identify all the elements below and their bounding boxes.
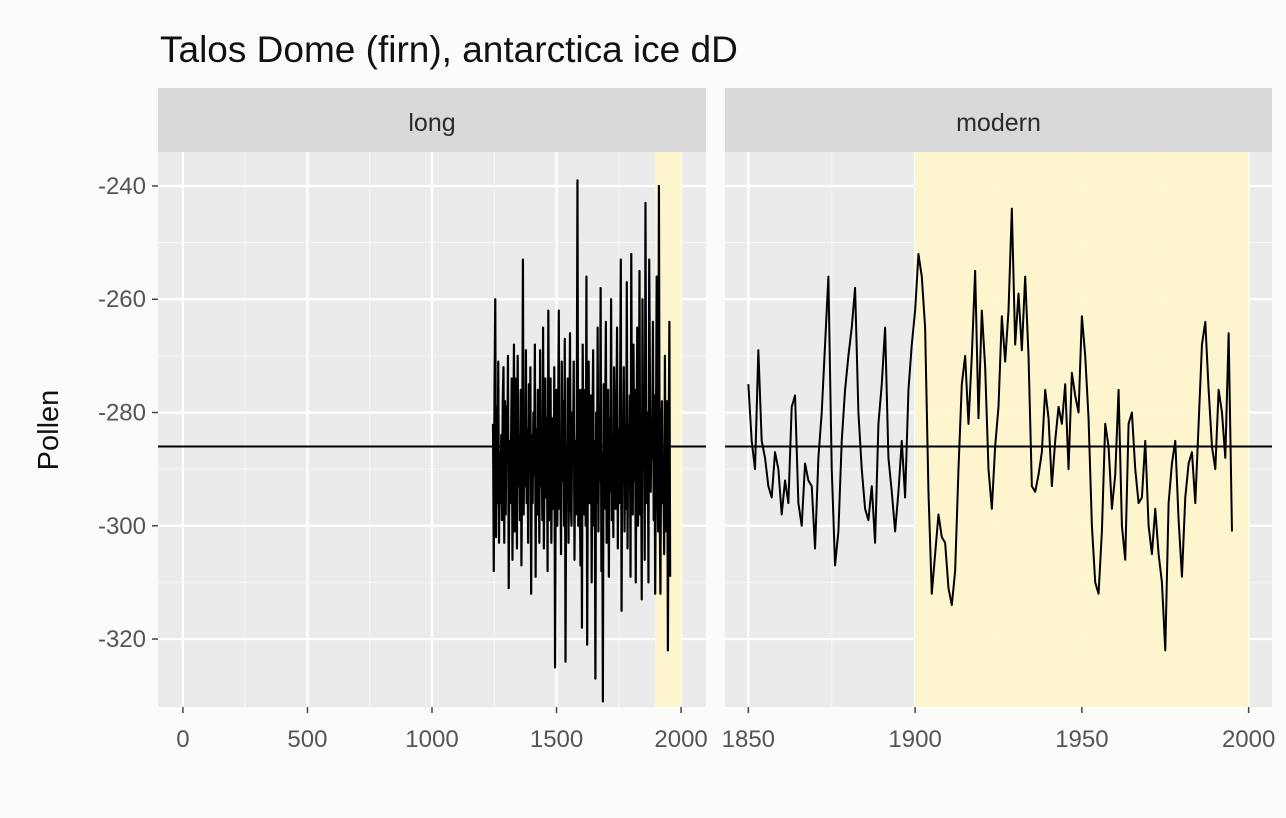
panel-modern: modern 1850 1900 1950 2000 bbox=[722, 88, 1275, 753]
y-tick-label: -240 bbox=[98, 173, 146, 200]
x-tick-label: 1900 bbox=[888, 726, 941, 753]
y-tick-label: -320 bbox=[98, 626, 146, 653]
x-tick-label: 1950 bbox=[1055, 726, 1108, 753]
panel-long: long 0 500 1000 1500 2000 bbox=[158, 88, 708, 753]
highlight-region bbox=[915, 152, 1249, 707]
x-tick-label: 2000 bbox=[654, 726, 707, 753]
series-line bbox=[747, 207, 1233, 652]
x-tick-label: 1500 bbox=[530, 726, 583, 753]
facet-strip-label: modern bbox=[956, 109, 1041, 137]
y-tick-label: -260 bbox=[98, 286, 146, 313]
y-tick-label: -280 bbox=[98, 400, 146, 427]
chart-title: Talos Dome (firn), antarctica ice dD bbox=[160, 29, 738, 70]
x-tick-label: 2000 bbox=[1222, 726, 1275, 753]
facet-panels: -240 -260 -280 -300 -320 long 0 500 1000 1500 2000… bbox=[98, 88, 1275, 753]
x-tick-label: 1850 bbox=[722, 726, 775, 753]
facet-strip bbox=[158, 88, 706, 152]
x-tick-label: 0 bbox=[176, 726, 189, 753]
facet-strip bbox=[725, 88, 1272, 152]
x-tick-label: 500 bbox=[287, 726, 327, 753]
y-axis-label: Pollen bbox=[33, 390, 65, 471]
series-line bbox=[491, 179, 672, 703]
facet-strip-label: long bbox=[408, 109, 455, 137]
y-tick-label: -300 bbox=[98, 513, 146, 540]
x-tick-label: 1000 bbox=[405, 726, 458, 753]
